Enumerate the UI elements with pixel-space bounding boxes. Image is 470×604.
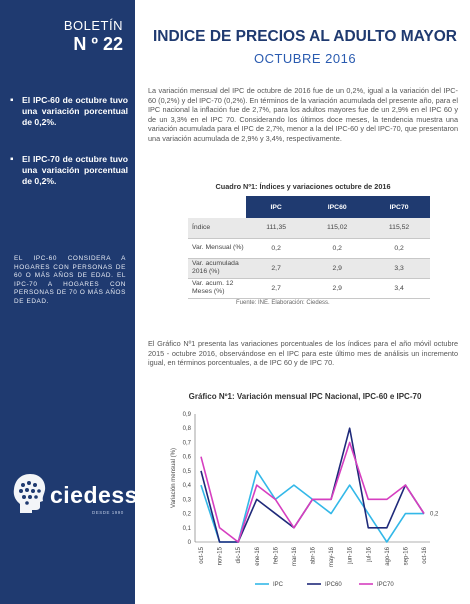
sidebar: BOLETÍN N º 22 El IPC-60 de octubre tuvo… [0, 0, 137, 604]
table-header-cell: IPC60 [306, 196, 369, 218]
y-axis-label: Variación mensual (%) [171, 448, 177, 508]
x-tick-label: sep-16 [403, 546, 409, 565]
table-cell: 2,7 [246, 278, 307, 299]
table-header-cell [188, 196, 246, 218]
page-subtitle: OCTUBRE 2016 [253, 51, 357, 66]
page-title: INDICE DE PRECIOS AL ADULTO MAYOR [152, 28, 457, 45]
ciedess-logo: ciedess DESDE 1990 [10, 470, 137, 520]
y-tick-label: 0,7 [183, 440, 192, 446]
highlights-list: El IPC-60 de octubre tuvo una variación … [10, 95, 128, 213]
boletin-number: N º 22 [73, 34, 123, 54]
x-tick-label: mar-16 [292, 546, 298, 566]
logo-subtext: DESDE 1990 [92, 510, 124, 515]
x-tick-label: abr-16 [311, 546, 317, 564]
table-cell: 2,9 [306, 258, 369, 279]
table-row: Var. acumulada 2016 (%) 2,7 2,9 3,3 [188, 258, 430, 279]
series-line-ipc70 [200, 441, 425, 543]
table-cell: 3,4 [368, 278, 430, 299]
table-title: Cuadro Nº1: Índices y variaciones octubr… [215, 182, 391, 191]
line-chart: 0 0,1 0,2 0,3 0,4 0,5 0,6 0,7 0,8 0,9 Variación me… [171, 412, 439, 588]
legend-label: IPC [273, 582, 284, 588]
highlight-item: El IPC-70 de octubre tuvo una variación … [10, 154, 128, 187]
table-row: Var. acum. 12 Meses (%) 2,7 2,9 3,4 [188, 278, 430, 299]
table-cell: 0,2 [368, 238, 430, 259]
series-line-ipc [200, 470, 424, 543]
chart-description-paragraph: El Gráfico Nº1 presenta las variaciones … [148, 339, 458, 368]
x-tick-label: ene-16 [255, 546, 261, 565]
table-row-label: Var. acumulada 2016 (%) [188, 258, 246, 279]
highlight-item: El IPC-60 de octubre tuvo una variación … [10, 95, 128, 128]
series-line-ipc60 [200, 427, 425, 543]
y-tick-label: 0,3 [183, 497, 192, 503]
index-table: IPC IPC60 IPC70 Índice 111,35 115,02 115… [188, 196, 430, 299]
table-cell: 3,3 [368, 258, 430, 279]
logo-text: ciedess [50, 482, 138, 508]
table-row-label: Índice [188, 218, 246, 239]
table-row-label: Var. Mensual (%) [188, 238, 246, 259]
end-value-label: 0,2 [430, 512, 439, 518]
table-header-cell: IPC70 [368, 196, 430, 218]
definition-note: EL IPC-60 CONSIDERA A HOGARES CON PERSON… [14, 255, 126, 305]
table-cell: 111,35 [246, 218, 307, 239]
y-tick-label: 0,2 [183, 512, 192, 518]
y-tick-label: 0,1 [183, 526, 192, 532]
table-cell: 0,2 [306, 238, 369, 259]
table-row: Índice 111,35 115,02 115,52 [188, 218, 430, 239]
y-tick-label: 0,4 [183, 483, 192, 489]
table-cell: 115,52 [368, 218, 430, 239]
x-tick-label: nov-15 [218, 546, 224, 565]
table-header-row: IPC IPC60 IPC70 [188, 196, 430, 218]
boletin-label: BOLETÍN [63, 18, 123, 33]
y-tick-label: 0 [188, 540, 192, 546]
table-cell: 115,02 [306, 218, 369, 239]
x-tick-label: ago-16 [385, 546, 391, 565]
y-tick-label: 0,9 [183, 412, 192, 418]
table-row-label: Var. acum. 12 Meses (%) [188, 278, 246, 299]
x-tick-label: jul-16 [366, 546, 372, 562]
y-tick-label: 0,8 [183, 426, 192, 432]
chart-title: Gráfico Nº1: Variación mensual IPC Nacio… [188, 392, 422, 401]
table-source: Fuente: INE. Elaboración: Ciedess. [236, 300, 330, 306]
x-tick-label: oct-16 [422, 546, 428, 563]
y-tick-label: 0,5 [183, 469, 192, 475]
intro-paragraph: La variación mensual del IPC de octubre … [148, 86, 458, 143]
x-tick-label: dic-15 [236, 546, 242, 563]
table-cell: 2,7 [246, 258, 307, 279]
legend-label: IPC70 [377, 582, 394, 588]
table-header-cell: IPC [246, 196, 307, 218]
x-tick-label: feb-16 [273, 546, 279, 564]
x-tick-label: may-16 [329, 546, 335, 567]
table-cell: 2,9 [306, 278, 369, 299]
logo-head-icon [13, 474, 46, 513]
x-tick-label: oct-15 [199, 546, 205, 563]
y-tick-label: 0,6 [183, 455, 192, 461]
x-tick-label: jun-16 [348, 546, 354, 564]
legend-label: IPC60 [325, 582, 342, 588]
table-row: Var. Mensual (%) 0,2 0,2 0,2 [188, 238, 430, 259]
table-cell: 0,2 [246, 238, 307, 259]
